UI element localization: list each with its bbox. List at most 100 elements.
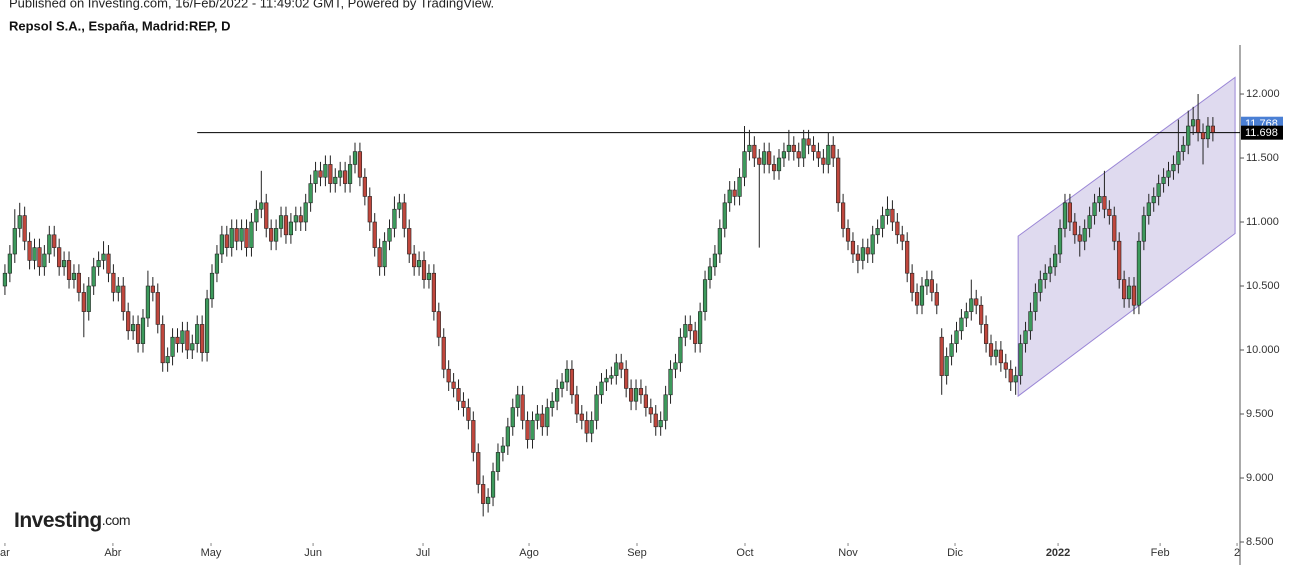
candle-body (599, 381, 604, 396)
candle-body (1077, 234, 1082, 242)
candle-body (1161, 176, 1166, 184)
candle-body (1053, 253, 1058, 268)
candle-body (905, 240, 910, 274)
candle-body (545, 407, 550, 428)
candle-body (22, 215, 27, 242)
candle-body (476, 452, 481, 485)
y-tick-label: 9.500 (1246, 408, 1274, 420)
candle-body (663, 394, 668, 421)
candle-body (37, 247, 42, 268)
candle-body (131, 324, 136, 332)
candle-body (1131, 285, 1137, 306)
candle-body (116, 285, 121, 293)
candle-body (885, 208, 890, 216)
candle-body (688, 324, 693, 332)
candle-body (1013, 375, 1018, 383)
candle-body (1043, 272, 1048, 280)
candle-body (505, 426, 510, 447)
candle-body (776, 157, 782, 172)
candle-body (643, 394, 648, 408)
candle-body (579, 413, 584, 421)
candle-body (757, 157, 762, 165)
candle-body (456, 388, 461, 402)
candle-body (278, 215, 284, 229)
x-tick-label: ar (0, 547, 10, 559)
candle-body (126, 311, 131, 332)
candle-body (555, 388, 560, 402)
candle-body (841, 202, 846, 229)
candle-body (954, 330, 959, 344)
candle-body (589, 420, 594, 434)
x-tick-label: Abr (104, 547, 121, 559)
candle-body (66, 260, 72, 280)
candle-body (57, 247, 62, 268)
candle-body (328, 164, 333, 184)
candle-body (1195, 119, 1201, 133)
candle-body (752, 144, 757, 159)
x-tick-label: 2 (1234, 547, 1240, 559)
y-tick-label: 9.000 (1246, 472, 1274, 484)
candle-body (638, 388, 644, 396)
candle-body (333, 176, 338, 184)
x-tick-label: May (201, 547, 222, 559)
candle-body (816, 151, 821, 159)
candle-body (481, 484, 486, 504)
candle-body (338, 170, 343, 178)
candle-body (495, 452, 501, 472)
candle-body (264, 202, 269, 229)
candle-body (658, 420, 663, 428)
candle-body (12, 228, 17, 255)
candle-body (274, 228, 279, 242)
candle-body (771, 164, 777, 172)
candle-body (584, 420, 589, 434)
candle-body (633, 388, 639, 402)
x-tick-label: Oct (736, 547, 753, 559)
candle-body (845, 228, 851, 242)
candle-body (195, 324, 200, 344)
candle-body (357, 151, 363, 178)
candle-body (441, 336, 446, 370)
candle-body (806, 138, 811, 146)
candle-body (1176, 151, 1181, 165)
candle-body (983, 324, 989, 344)
candle-body (781, 151, 787, 159)
candle-body (7, 253, 12, 274)
candle-body (1200, 132, 1206, 140)
candle-body (919, 285, 925, 306)
candle-body (170, 336, 175, 357)
candle-body (466, 407, 471, 421)
candle-body (831, 144, 836, 159)
candle-body (604, 377, 609, 383)
candle-body (673, 362, 678, 370)
candle-body (993, 349, 999, 357)
candle-body (1033, 292, 1038, 312)
candle-body (1092, 202, 1097, 216)
candle-body (185, 330, 190, 351)
candle-body (318, 170, 323, 178)
candle-body (525, 420, 530, 440)
candle-body (1023, 330, 1028, 344)
candle-body (27, 240, 32, 261)
candle-body (61, 260, 67, 268)
candle-body (964, 311, 969, 319)
candle-body (160, 324, 165, 364)
candle-body (737, 176, 742, 197)
candle-body (234, 228, 239, 242)
candle-body (471, 420, 476, 453)
candle-body (1186, 125, 1191, 146)
candle-body (959, 317, 964, 332)
candle-body (1003, 362, 1008, 370)
candle-body (707, 266, 713, 280)
candle-body (998, 349, 1003, 364)
candle-body (362, 176, 367, 197)
candle-body (1102, 196, 1107, 210)
candle-body (732, 189, 737, 197)
candle-body (269, 228, 274, 242)
candle-body (17, 215, 22, 229)
candle-body (490, 471, 496, 498)
candle-body (436, 311, 441, 338)
candle-body (550, 400, 555, 408)
candle-body (343, 170, 348, 184)
candle-body (32, 247, 37, 261)
candle-body (1057, 228, 1063, 255)
